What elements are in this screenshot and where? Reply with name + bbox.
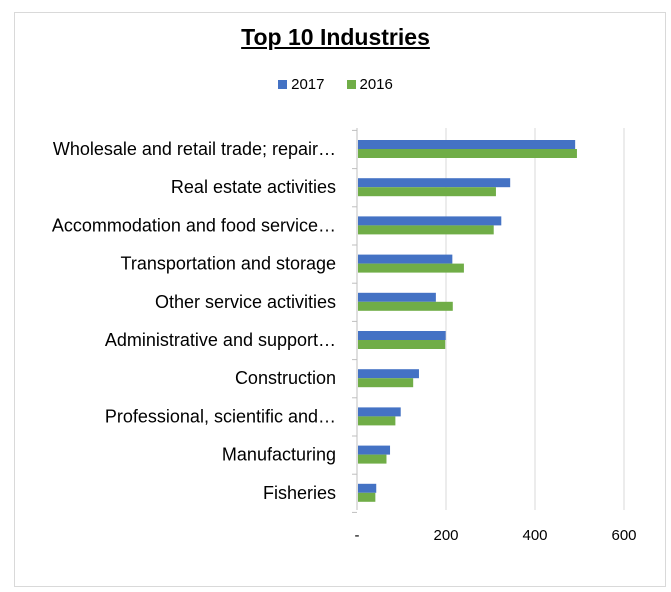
category-label: Accommodation and food service… [52, 215, 336, 235]
category-label: Construction [235, 368, 336, 388]
legend-swatch-2017 [278, 80, 288, 89]
category-label: Real estate activities [171, 177, 336, 197]
category-label: Professional, scientific and… [105, 406, 336, 426]
bar-2017 [358, 140, 576, 149]
category-label: Fisheries [263, 483, 336, 503]
bar-2016 [358, 225, 494, 235]
bar-2016 [358, 263, 464, 273]
bar-2016 [358, 301, 453, 311]
category-label: Administrative and support… [105, 330, 336, 350]
x-tick-label: 200 [433, 527, 458, 544]
x-tick-label: 600 [611, 527, 636, 544]
legend: 2017 2016 [0, 76, 671, 93]
x-tick-label: 400 [522, 527, 547, 544]
bar-2017 [358, 292, 436, 302]
legend-label-2016: 2016 [359, 76, 393, 93]
category-label: Transportation and storage [121, 254, 336, 274]
bar-2017 [358, 331, 446, 340]
bar-2016 [358, 454, 387, 464]
category-label: Other service activities [155, 292, 336, 312]
bar-2017 [358, 254, 453, 264]
bar-2016 [358, 378, 414, 388]
legend-swatch-2016 [346, 80, 356, 89]
chart-frame [14, 12, 666, 587]
bar-2016 [358, 416, 396, 426]
bar-2017 [358, 445, 391, 455]
legend-item-2016: 2016 [346, 76, 393, 93]
bar-2016 [358, 187, 496, 197]
bar-2016 [358, 340, 446, 349]
bar-2017 [358, 369, 419, 379]
legend-label-2017: 2017 [291, 76, 325, 93]
bar-2017 [358, 178, 511, 188]
category-label: Manufacturing [222, 445, 336, 465]
category-label: Wholesale and retail trade; repair… [53, 139, 336, 159]
x-tick-label: - [355, 527, 360, 544]
bar-2017 [358, 216, 502, 226]
bar-2017 [358, 407, 401, 417]
bar-2017 [358, 483, 377, 493]
bar-2016 [358, 492, 376, 502]
chart-title: Top 10 Industries [241, 24, 430, 50]
legend-item-2017: 2017 [278, 76, 325, 93]
bar-2016 [358, 149, 577, 158]
